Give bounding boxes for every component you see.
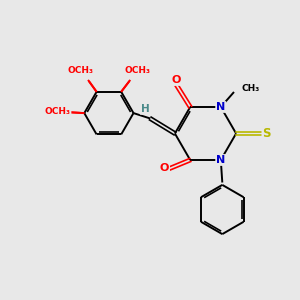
Text: CH₃: CH₃ (242, 84, 260, 93)
Text: O: O (171, 75, 181, 85)
Text: OCH₃: OCH₃ (68, 66, 94, 75)
Text: S: S (262, 127, 271, 140)
Text: N: N (216, 155, 225, 165)
Text: OCH₃: OCH₃ (125, 66, 151, 75)
Text: H: H (140, 104, 149, 114)
Text: O: O (160, 164, 169, 173)
Text: OCH₃: OCH₃ (45, 107, 71, 116)
Text: N: N (216, 102, 225, 112)
